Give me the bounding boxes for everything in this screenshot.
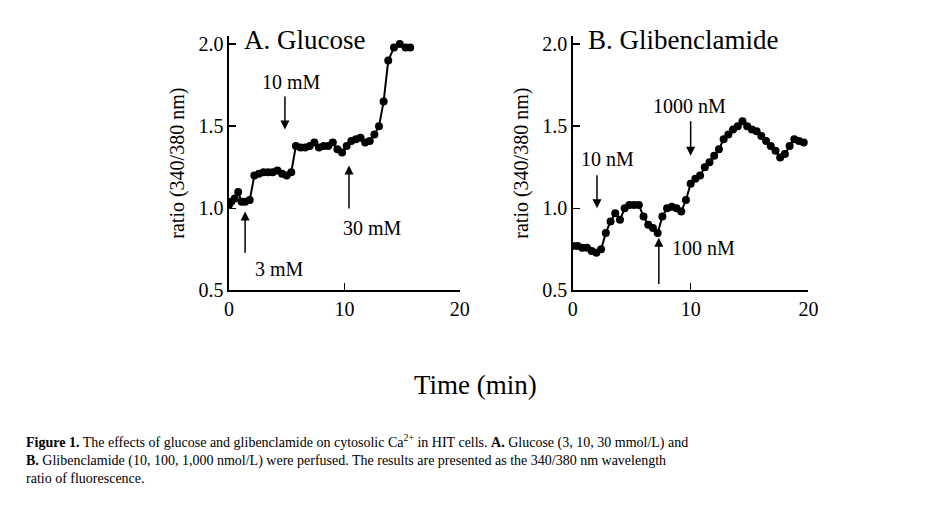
svg-text:Time (min): Time (min) xyxy=(414,370,537,400)
svg-text:30 mM: 30 mM xyxy=(343,217,402,239)
svg-text:2.0: 2.0 xyxy=(542,33,567,55)
svg-text:20: 20 xyxy=(450,298,470,320)
svg-text:100 nM: 100 nM xyxy=(672,237,735,259)
svg-text:10: 10 xyxy=(681,298,701,320)
svg-text:3 mM: 3 mM xyxy=(255,258,304,280)
svg-text:Figure 1. The effects of gluco: Figure 1. The effects of glucose and gli… xyxy=(26,432,688,486)
svg-text:0.5: 0.5 xyxy=(542,279,567,301)
svg-text:ratio (340/380 nm): ratio (340/380 nm) xyxy=(510,88,533,239)
svg-text:1.5: 1.5 xyxy=(198,115,223,137)
svg-text:1.5: 1.5 xyxy=(542,115,567,137)
svg-text:A. Glucose: A. Glucose xyxy=(244,25,365,55)
svg-text:10: 10 xyxy=(334,298,354,320)
svg-text:1.0: 1.0 xyxy=(198,197,223,219)
svg-text:20: 20 xyxy=(798,298,818,320)
svg-text:1000 nM: 1000 nM xyxy=(653,95,726,117)
svg-text:2.0: 2.0 xyxy=(198,33,223,55)
svg-text:B. Glibenclamide: B. Glibenclamide xyxy=(588,25,778,55)
svg-text:0.5: 0.5 xyxy=(198,279,223,301)
svg-text:10 nM: 10 nM xyxy=(581,148,634,170)
svg-text:0: 0 xyxy=(224,298,234,320)
svg-text:0: 0 xyxy=(568,298,578,320)
svg-text:10 mM: 10 mM xyxy=(262,71,321,93)
svg-text:1.0: 1.0 xyxy=(542,197,567,219)
svg-text:ratio (340/380 nm): ratio (340/380 nm) xyxy=(166,88,189,239)
